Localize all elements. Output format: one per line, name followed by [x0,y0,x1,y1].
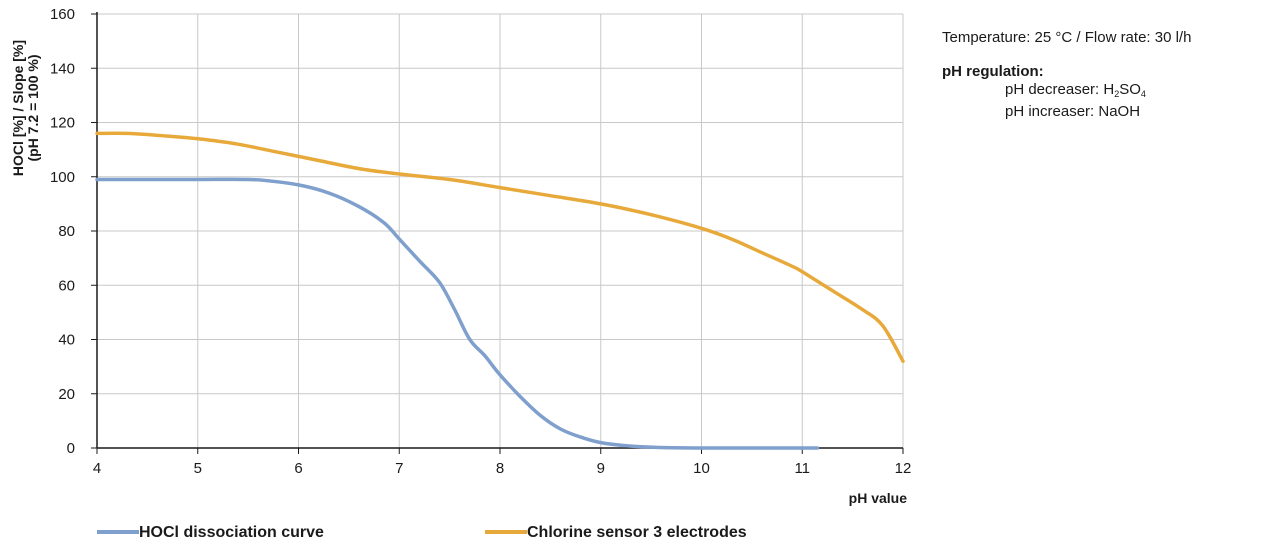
x-tick-label: 12 [895,460,912,477]
y-tick-label: 100 [50,169,75,186]
ph-regulation-title: pH regulation: [942,63,1044,80]
grid [97,13,904,448]
tick-labels: 0 20 40 60 80 100 120 140 160 4 5 6 7 8 9 10 11 12 [50,6,911,477]
y-axis-title: HOCl [%] / Slope [%] (pH 7.2 = 100 %) [10,40,41,176]
y-tick-label: 80 [58,223,75,240]
y-axis-title-line1: HOCl [%] / Slope [%] [10,40,26,176]
legend-label: HOCl dissociation curve [139,524,324,541]
series-line-chlorine-sensor [95,131,905,363]
series-line-hocl-dissociation [95,177,820,450]
x-tick-label: 9 [597,460,605,477]
x-tick-label: 11 [794,460,810,477]
legend-label: Chlorine sensor 3 electrodes [527,524,747,541]
y-axis-title-line2: (pH 7.2 = 100 %) [25,55,41,162]
ph-decreaser-text: pH decreaser: H2SO4 [1005,81,1146,99]
x-tick-label: 7 [395,460,403,477]
axes [91,12,904,454]
y-tick-label: 120 [50,115,75,132]
x-tick-label: 8 [496,460,504,477]
y-tick-label: 0 [67,440,75,457]
series-layer [95,131,905,450]
x-axis-title: pH value [849,490,908,506]
x-tick-label: 4 [93,460,101,477]
y-tick-label: 60 [58,277,75,294]
x-tick-label: 10 [693,460,710,477]
x-tick-label: 6 [294,460,302,477]
y-tick-label: 140 [50,60,75,77]
y-tick-label: 40 [58,332,75,349]
conditions-panel: Temperature: 25 °C / Flow rate: 30 l/h p… [942,29,1191,121]
temperature-flow-text: Temperature: 25 °C / Flow rate: 30 l/h [942,29,1192,46]
y-tick-label: 20 [58,386,75,403]
y-tick-label: 160 [50,6,75,23]
legend: HOCl dissociation curve Chlorine sensor 3… [97,524,747,541]
ph-increaser-text: pH increaser: NaOH [1005,103,1141,120]
x-tick-label: 5 [194,460,202,477]
